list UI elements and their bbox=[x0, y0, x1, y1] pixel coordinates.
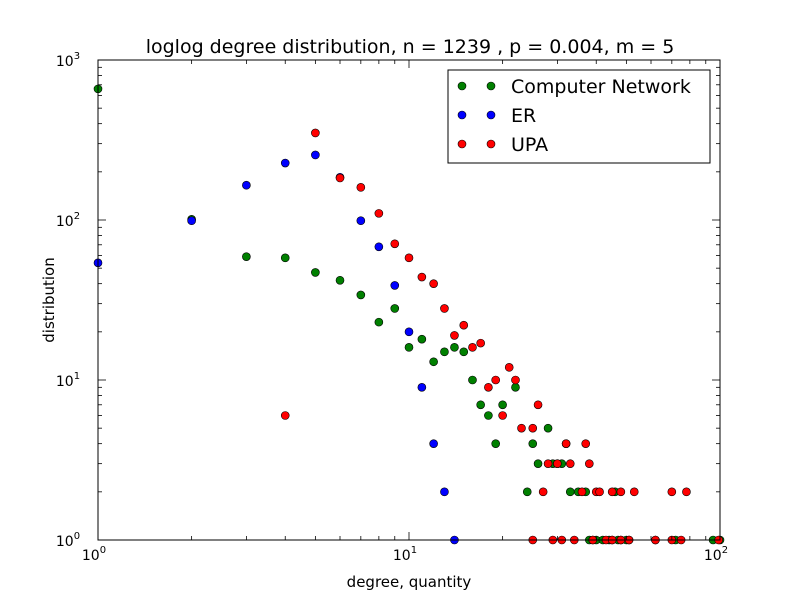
legend-marker bbox=[486, 81, 496, 91]
data-point bbox=[280, 411, 290, 420]
data-point bbox=[356, 183, 366, 192]
legend-label: Computer Network bbox=[511, 76, 691, 98]
data-point bbox=[528, 439, 538, 448]
x-tick-exponent: 2 bbox=[722, 545, 728, 556]
data-point bbox=[585, 459, 594, 468]
data-point bbox=[629, 487, 639, 497]
legend: Computer Network ER UPA bbox=[447, 69, 711, 164]
legend-marker bbox=[486, 139, 496, 149]
data-point bbox=[429, 357, 438, 367]
data-point bbox=[543, 459, 553, 468]
data-point bbox=[468, 375, 477, 385]
y-tick-exponent: 2 bbox=[74, 211, 80, 222]
data-point bbox=[242, 252, 251, 261]
data-point bbox=[561, 439, 571, 448]
data-point bbox=[311, 128, 320, 138]
data-point bbox=[517, 423, 526, 433]
data-point bbox=[450, 331, 459, 340]
data-point bbox=[335, 173, 345, 183]
data-point bbox=[311, 268, 320, 277]
data-point bbox=[440, 347, 449, 357]
y-axis-label: distribution bbox=[40, 257, 58, 342]
x-tick-exponent: 1 bbox=[411, 545, 417, 556]
data-point bbox=[533, 400, 543, 410]
data-point bbox=[450, 343, 459, 352]
data-point bbox=[491, 375, 500, 385]
data-point bbox=[356, 290, 366, 300]
data-point bbox=[404, 343, 414, 352]
data-point bbox=[565, 459, 575, 468]
legend-marker bbox=[486, 110, 496, 120]
data-point bbox=[581, 439, 591, 448]
data-point bbox=[511, 383, 520, 392]
legend-label: ER bbox=[511, 105, 536, 127]
data-point bbox=[538, 487, 548, 497]
data-point bbox=[667, 487, 677, 497]
data-point bbox=[440, 487, 449, 497]
data-point bbox=[390, 281, 400, 290]
data-point bbox=[280, 158, 290, 168]
data-point bbox=[417, 272, 427, 282]
data-point bbox=[616, 487, 626, 497]
data-point bbox=[390, 239, 400, 249]
data-point bbox=[242, 180, 251, 190]
data-point bbox=[335, 275, 345, 285]
data-point bbox=[491, 439, 500, 448]
y-tick-exponent: 3 bbox=[74, 51, 80, 62]
data-point bbox=[417, 383, 427, 392]
legend-marker bbox=[457, 110, 467, 120]
data-point bbox=[356, 216, 366, 225]
data-point bbox=[504, 363, 514, 372]
data-point bbox=[429, 439, 438, 448]
x-axis-label: degree, quantity bbox=[347, 573, 472, 591]
data-point bbox=[484, 411, 493, 420]
x-tick-exponent: 0 bbox=[100, 545, 106, 556]
data-point bbox=[528, 423, 538, 433]
legend-label: UPA bbox=[511, 134, 548, 156]
data-point bbox=[543, 423, 553, 433]
data-point bbox=[468, 343, 477, 352]
data-point bbox=[429, 279, 438, 288]
data-point bbox=[374, 317, 384, 327]
legend-marker bbox=[457, 81, 467, 91]
data-point bbox=[565, 487, 575, 497]
y-tick-exponent: 1 bbox=[74, 371, 80, 382]
data-point bbox=[374, 242, 384, 252]
data-point bbox=[404, 327, 414, 337]
data-point bbox=[417, 334, 427, 344]
data-point bbox=[484, 383, 493, 392]
data-point bbox=[374, 209, 384, 218]
data-point bbox=[187, 216, 196, 225]
data-point bbox=[280, 253, 290, 263]
data-point bbox=[404, 253, 414, 263]
data-point bbox=[390, 304, 400, 313]
data-point bbox=[459, 347, 469, 357]
data-point bbox=[476, 338, 485, 348]
data-point bbox=[498, 400, 507, 410]
data-point bbox=[511, 375, 520, 385]
data-point bbox=[311, 150, 320, 160]
data-point bbox=[440, 304, 449, 313]
data-point bbox=[476, 400, 485, 410]
data-point bbox=[533, 459, 543, 468]
data-point bbox=[498, 411, 507, 420]
y-tick-exponent: 0 bbox=[74, 531, 80, 542]
data-point bbox=[553, 459, 562, 468]
chart-title: loglog degree distribution, n = 1239 , p… bbox=[146, 36, 675, 58]
data-point bbox=[522, 487, 532, 497]
data-point bbox=[577, 487, 587, 497]
data-point bbox=[595, 487, 604, 497]
data-point bbox=[459, 320, 469, 330]
data-point bbox=[607, 487, 617, 497]
legend-marker bbox=[457, 139, 467, 149]
data-point bbox=[682, 487, 691, 497]
